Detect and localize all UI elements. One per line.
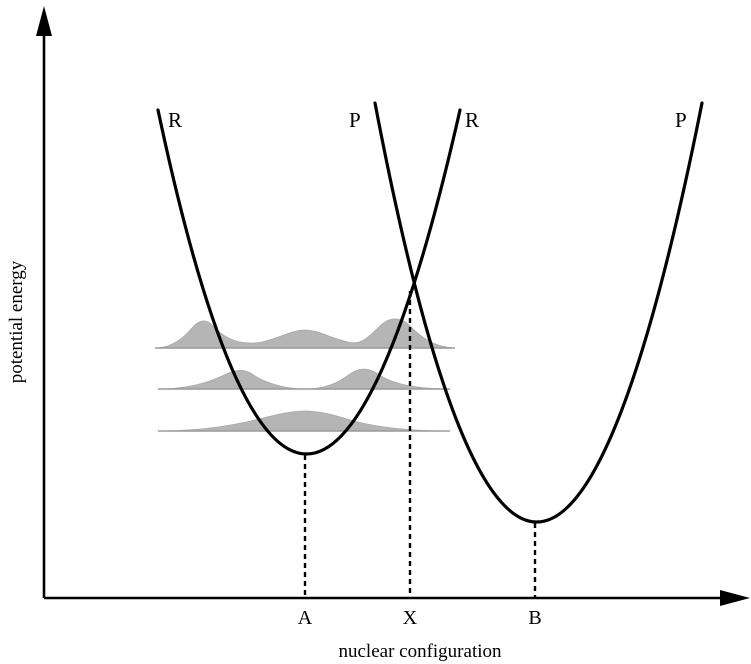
reactant-label-right: R	[465, 108, 479, 132]
point-label-a: A	[298, 607, 313, 629]
y-axis-arrowhead	[36, 6, 52, 36]
point-label-b: B	[528, 607, 541, 629]
product-label-right: P	[675, 108, 687, 132]
wavefunction-level-1	[157, 368, 451, 390]
point-label-x: X	[403, 607, 418, 629]
product-label-left: P	[349, 108, 361, 132]
y-axis-title: potential energy	[6, 260, 27, 383]
vibrational-states	[154, 318, 456, 432]
wavefunction-level-2	[154, 318, 456, 349]
product-curve	[373, 101, 704, 524]
x-axis-arrowhead	[720, 590, 750, 606]
x-axis-title: nuclear configuration	[338, 641, 502, 662]
wavefunction-level-0	[157, 410, 451, 432]
reactant-label-left: R	[168, 108, 182, 132]
